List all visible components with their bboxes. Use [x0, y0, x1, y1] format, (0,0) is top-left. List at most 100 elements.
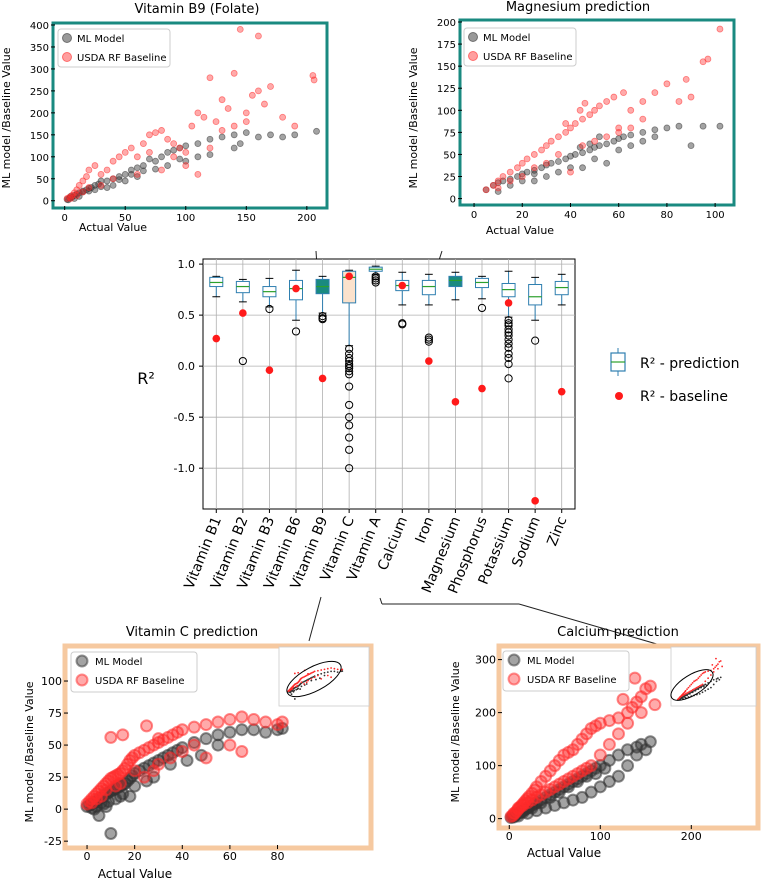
calcium-inset	[670, 646, 757, 707]
calcium-xtick-label: 0	[506, 830, 513, 843]
inset-baseline-point	[688, 690, 691, 693]
inset-ml-point	[310, 679, 313, 682]
baseline-point	[230, 69, 238, 77]
inset-baseline-point	[297, 671, 300, 674]
r2-outlier	[398, 320, 407, 329]
r2-outlier	[371, 272, 380, 281]
r2-baseline-point	[557, 387, 566, 396]
baseline-point	[230, 122, 238, 130]
inset-ml-point	[704, 689, 707, 692]
magnesium-ytick-label: 200	[437, 18, 456, 29]
baseline-point	[507, 806, 521, 820]
inset-baseline-point	[303, 683, 305, 685]
r2-baseline-point	[265, 366, 274, 375]
magnesium-ytick-label: 175	[437, 40, 456, 51]
r2-ytick-label: -1.0	[174, 462, 195, 475]
ml-model-point	[139, 167, 147, 175]
vitamin-c-panel: Vitamin C prediction 0 20 40 60 80 -25 0 25 50 75…	[23, 625, 374, 881]
r2-legend-baseline-label: R² - baseline	[640, 389, 728, 405]
inset-baseline-point	[310, 677, 313, 680]
inset-baseline-point	[695, 686, 698, 689]
ml-model-point	[579, 164, 586, 172]
baseline-point	[164, 135, 172, 143]
inset-baseline-point	[326, 674, 329, 677]
inset-baseline-point	[341, 668, 344, 671]
ml-model-point	[687, 142, 695, 150]
baseline-point	[648, 698, 662, 712]
baseline-point	[218, 96, 226, 104]
magnesium-xtick-label: 60	[612, 210, 625, 221]
calcium-xtick-label: 200	[681, 830, 702, 843]
baseline-point	[259, 715, 273, 729]
folate-xlabel: Actual Value	[79, 221, 147, 234]
magnesium-ylabel: ML model /Baseline Value	[407, 47, 420, 188]
r2-box	[421, 279, 436, 296]
r2-outlier	[345, 445, 354, 454]
baseline-point	[224, 105, 232, 112]
inset-ml-point	[293, 689, 296, 692]
baseline-point	[137, 770, 151, 784]
r2-baseline-point	[239, 309, 247, 317]
ml-model-point	[127, 170, 135, 178]
baseline-point	[194, 170, 202, 178]
ml-model-point	[630, 748, 644, 762]
calcium-ylabel: ML model /Baseline Value	[449, 661, 462, 802]
inset-ml-point	[694, 689, 697, 692]
baseline-point	[127, 144, 135, 152]
inset-ml-point	[300, 685, 303, 688]
vitamin-c-xlabel: Actual Value	[98, 867, 172, 881]
r2-box	[448, 275, 463, 288]
baseline-point	[247, 712, 261, 726]
connector-lines	[308, 250, 668, 648]
inset-ml-point	[323, 671, 326, 674]
baseline-point	[634, 706, 648, 720]
baseline-point	[523, 155, 531, 163]
vitamin-c-legend-baseline-label: USDA RF Baseline	[95, 676, 185, 687]
baseline-point	[267, 83, 274, 90]
ml-model-point	[523, 168, 531, 176]
folate-ytick-label: 400	[30, 21, 49, 32]
baseline-point	[627, 106, 635, 114]
r2-outlier	[238, 356, 247, 366]
ml-model-point	[104, 826, 118, 840]
folate-xtick-label: 150	[237, 213, 256, 224]
ml-model-point	[211, 738, 225, 752]
inset-baseline-point	[684, 692, 687, 695]
baseline-point	[506, 168, 514, 176]
vitamin-c-xtick-label: 0	[84, 850, 91, 863]
inset-ml-point	[715, 678, 718, 680]
ml-model-point	[230, 131, 238, 139]
vitamin-c-xtick-label: 80	[271, 850, 285, 863]
inset-baseline-point	[721, 665, 724, 668]
folate-title: Vitamin B9 (Folate)	[134, 2, 259, 17]
r2-outlier	[504, 360, 513, 369]
calcium-legend-baseline-marker	[507, 672, 521, 686]
ml-model-point	[675, 122, 683, 130]
inset-baseline-point	[690, 683, 693, 686]
baseline-point	[562, 128, 570, 136]
inset-ml-point	[695, 688, 698, 691]
vitamin-c-inset-points	[287, 667, 344, 700]
folate-ytick-label: 250	[30, 87, 49, 98]
ml-model-point	[547, 159, 555, 167]
inset-ml-point	[323, 674, 326, 677]
magnesium-points	[482, 25, 724, 195]
ml-model-point	[716, 122, 724, 130]
baseline-point	[236, 25, 244, 33]
baseline-point	[603, 98, 611, 105]
inset-ml-point	[707, 688, 710, 691]
ml-model-point	[663, 124, 671, 132]
inset-baseline-point	[695, 678, 698, 681]
r2-outlier	[265, 304, 274, 314]
calcium-xtick-label: 100	[590, 830, 611, 843]
vitamin-c-legend-ml-marker	[75, 654, 89, 668]
r2-legend-prediction-label: R² - prediction	[640, 356, 740, 372]
inset-baseline-point	[701, 672, 704, 675]
inset-baseline-point	[719, 660, 722, 662]
r2-outlier	[504, 374, 513, 383]
baseline-point	[218, 127, 226, 134]
ml-model-point	[603, 159, 611, 167]
magnesium-legend-box	[463, 27, 577, 67]
